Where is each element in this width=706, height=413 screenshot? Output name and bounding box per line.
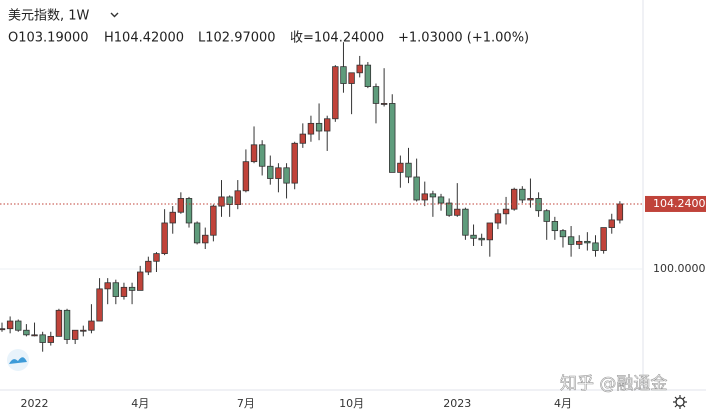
candle-body	[161, 222, 168, 255]
candle-body	[210, 205, 217, 236]
candle-body	[250, 144, 258, 163]
candle-body	[405, 162, 412, 178]
candle-body	[153, 253, 160, 262]
candle-body	[454, 208, 461, 216]
candle-body	[275, 167, 282, 179]
x-tick-label: 7月	[237, 397, 255, 410]
candle-body	[185, 198, 193, 224]
candle-body	[413, 176, 420, 201]
watermark: 知乎 @融通金	[560, 374, 667, 394]
candle-body	[519, 188, 526, 201]
candle-body	[567, 236, 575, 245]
logo[interactable]	[7, 349, 29, 371]
candle-body	[234, 190, 241, 205]
candle-body	[372, 86, 380, 104]
candle-body	[608, 219, 615, 228]
candle-body	[112, 282, 120, 297]
candle-body	[80, 329, 87, 332]
candle-body	[510, 188, 518, 210]
candle-body	[0, 328, 6, 331]
candle-body	[486, 222, 493, 241]
candle-body	[502, 208, 510, 215]
candle-body	[177, 198, 185, 213]
candle-body	[202, 234, 209, 244]
candle-body	[429, 193, 437, 198]
candle-body	[242, 161, 250, 192]
ohlc-open: O103.19000	[8, 31, 89, 46]
y-tick-label: 100.00000	[653, 262, 706, 275]
candle-body	[576, 240, 583, 245]
symbol[interactable]: 美元指数, 1W	[8, 9, 90, 24]
candle-body	[145, 260, 152, 273]
candle-body	[592, 242, 599, 251]
candle-body	[137, 271, 144, 291]
candle-body	[389, 103, 396, 173]
candle-body	[462, 208, 469, 236]
candle-body	[128, 286, 136, 291]
candle-body	[283, 167, 290, 184]
candle-body	[193, 222, 201, 244]
candle-body	[445, 202, 453, 216]
x-tick-label: 2023	[443, 397, 471, 410]
last-price-label: 104.24000	[653, 197, 706, 210]
candle-body	[527, 198, 534, 201]
candle-body	[478, 237, 485, 241]
candle-body	[616, 203, 624, 221]
candle-body	[307, 122, 315, 135]
candle-body	[470, 234, 477, 239]
candle-body	[364, 64, 372, 87]
candle-body	[169, 211, 176, 224]
candle-body	[104, 282, 111, 290]
x-tick-label: 10月	[339, 397, 364, 410]
x-tick-label: 2022	[21, 397, 49, 410]
candle-body	[120, 286, 128, 297]
candle-body	[551, 221, 559, 232]
candle-body	[437, 196, 445, 204]
candle-body	[39, 334, 46, 343]
candle-body	[226, 196, 233, 205]
candle-body	[258, 144, 266, 167]
candle-body	[71, 329, 79, 340]
candle-body	[63, 309, 71, 340]
candle-body	[96, 288, 103, 322]
candle-body	[535, 198, 542, 212]
candle-body	[323, 118, 331, 132]
candle-body	[380, 103, 388, 105]
candle-body	[299, 133, 307, 144]
candle-body	[494, 213, 502, 224]
candle-body	[356, 64, 363, 74]
candle-body	[31, 334, 38, 337]
last-price-box	[645, 195, 706, 212]
candle-body	[6, 320, 14, 330]
dropdown-icon[interactable]	[110, 12, 119, 18]
candle-body	[47, 335, 54, 343]
settings-icon[interactable]	[673, 395, 687, 409]
candle-body	[543, 210, 550, 222]
x-tick-label: 4月	[131, 397, 149, 410]
candle-body	[291, 142, 298, 184]
candle-body	[23, 329, 30, 336]
candle-body	[15, 320, 22, 331]
candle-body	[397, 162, 404, 173]
candle-body	[584, 240, 591, 244]
candle-body	[332, 66, 339, 120]
candle-body	[348, 72, 355, 84]
candle-body	[600, 227, 607, 251]
ohlc-high: H104.42000	[104, 31, 184, 46]
candle-body	[315, 122, 323, 132]
ohlc-change: +1.03000 (+1.00%)	[398, 31, 529, 46]
candle-body	[88, 320, 95, 331]
candle-body	[267, 165, 274, 179]
candle-body	[340, 66, 347, 84]
candle-body	[218, 196, 225, 207]
candle-body	[559, 230, 567, 238]
ohlc-low: L102.97000	[198, 31, 276, 46]
ohlc-close: 收=104.24000	[290, 31, 384, 46]
x-tick-label: 4月	[554, 397, 572, 410]
candle-body	[55, 309, 63, 337]
candle-body	[421, 193, 428, 201]
